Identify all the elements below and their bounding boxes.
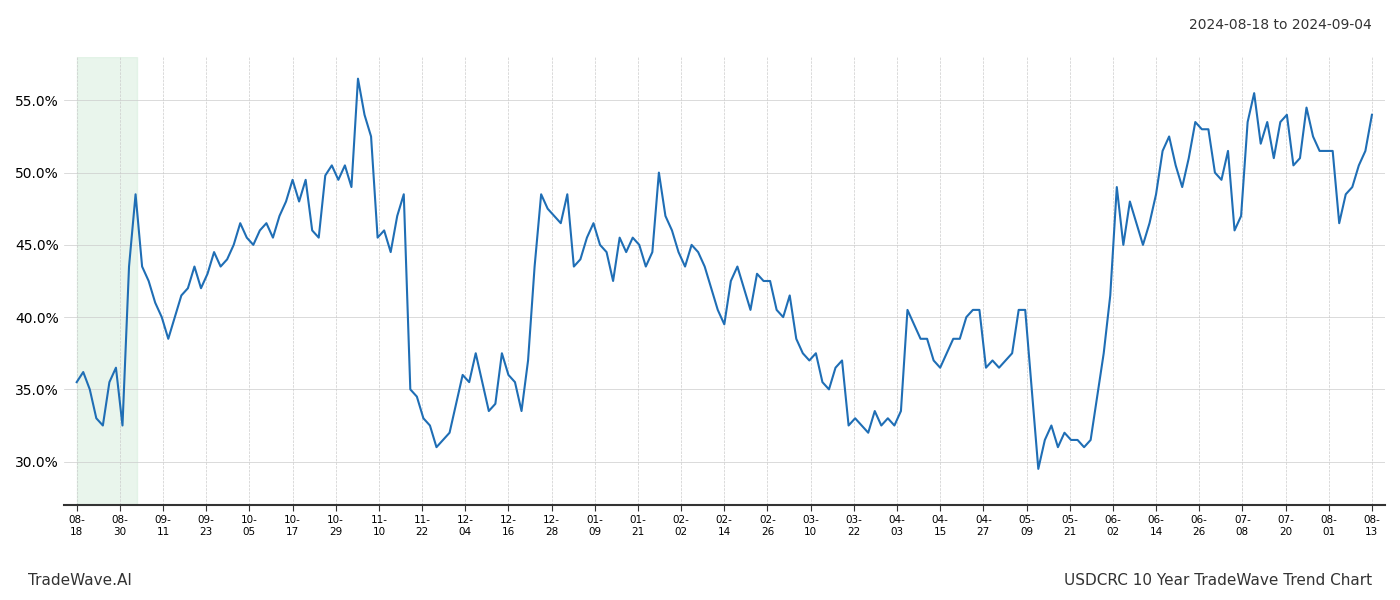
- Text: USDCRC 10 Year TradeWave Trend Chart: USDCRC 10 Year TradeWave Trend Chart: [1064, 573, 1372, 588]
- Text: TradeWave.AI: TradeWave.AI: [28, 573, 132, 588]
- Text: 2024-08-18 to 2024-09-04: 2024-08-18 to 2024-09-04: [1189, 18, 1372, 32]
- Bar: [77, 57, 137, 505]
